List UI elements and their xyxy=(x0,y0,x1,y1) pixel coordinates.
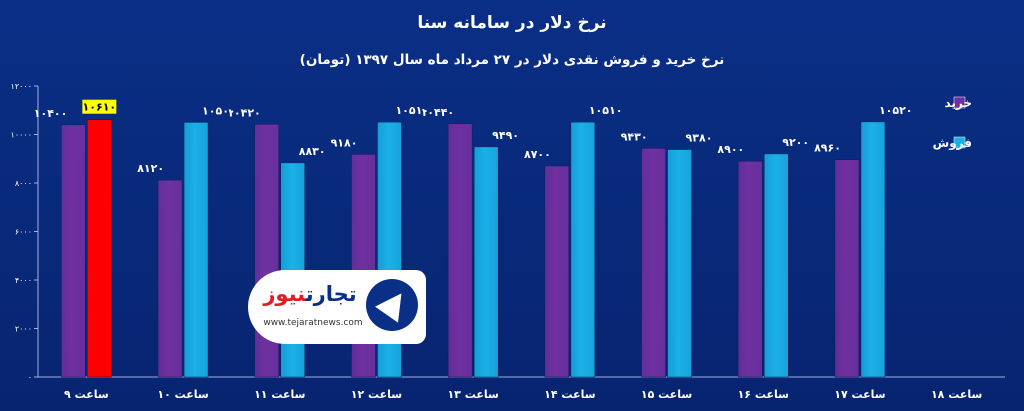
y-tick-label: ۸۰۰۰ xyxy=(15,179,32,188)
legend-swatch xyxy=(953,136,966,149)
watermark-brand-main: تجارت xyxy=(305,282,357,306)
legend-label: فروش xyxy=(933,136,972,151)
bar-buy xyxy=(447,123,473,378)
data-label: ۱۰۴۲۰ xyxy=(227,106,261,119)
y-tick-label: ۶۰۰۰ xyxy=(15,228,32,237)
bar-sell xyxy=(87,119,112,378)
logo-mark-icon xyxy=(366,279,418,331)
data-label: ۱۰۶۱۰ xyxy=(83,101,117,114)
bar-sell xyxy=(764,153,789,378)
bars-group xyxy=(61,119,886,378)
watermark-brand-accent: نیوز xyxy=(263,282,306,306)
x-category-label: ساعت ۱۶ xyxy=(738,388,789,401)
data-label: ۱۰۵۰۰ xyxy=(202,104,236,117)
x-category-label: ساعت ۱۴ xyxy=(544,388,595,401)
y-tick-label: ۴۰۰۰ xyxy=(15,276,32,285)
x-category-label: ساعت ۱۰ xyxy=(157,388,208,401)
bar-buy xyxy=(834,159,860,378)
y-tick-label: ۲۰۰۰ xyxy=(15,325,32,334)
bar-buy xyxy=(61,124,86,378)
bar-sell xyxy=(570,121,596,378)
data-label: ۸۹۰۰ xyxy=(717,143,744,156)
data-label: ۱۰۵۱۰ xyxy=(395,104,429,117)
data-label: ۹۱۸۰ xyxy=(331,136,358,149)
chart-subtitle: نرخ خرید و فروش نقدی دلار در ۲۷ مرداد ما… xyxy=(300,52,725,68)
data-label: ۱۰۴۴۰ xyxy=(421,106,455,119)
data-label: ۸۱۲۰ xyxy=(137,162,164,175)
bar-buy xyxy=(641,148,666,378)
data-label: ۸۹۶۰ xyxy=(814,142,841,155)
data-label: ۸۷۰۰ xyxy=(524,148,551,161)
x-category-label: ساعت ۱۳ xyxy=(447,388,498,401)
x-category-label: ساعت ۱۷ xyxy=(834,388,885,401)
highlight-label-bg xyxy=(82,99,117,114)
x-category-label: ساعت ۱۸ xyxy=(931,388,982,401)
y-tick-label: ۱۲۰۰۰ xyxy=(11,82,32,91)
y-tick-label: ۰ xyxy=(28,373,32,382)
bar-sell xyxy=(860,121,886,378)
category-labels-group: ساعت ۹ ساعت ۱۰ ساعت ۱۱ ساعت ۱۲ ساعت ۱۳ ساعت ۱… xyxy=(64,388,982,401)
data-label: ۹۴۳۰ xyxy=(621,130,648,143)
x-category-label: ساعت ۱۲ xyxy=(351,388,402,401)
bar-sell xyxy=(473,146,499,378)
bar-buy xyxy=(544,165,570,378)
bar-buy xyxy=(738,160,763,378)
chart-title: نرخ دلار در سامانه سنا xyxy=(417,13,606,33)
legend-label: خرید xyxy=(944,96,972,110)
bar-sell xyxy=(183,122,209,378)
x-category-label: ساعت ۱۵ xyxy=(641,388,692,401)
watermark-logo: تجارتنیوز www.tejaratnews.com xyxy=(248,270,426,344)
data-label: ۱۰۵۲۰ xyxy=(879,104,913,117)
data-label: ۱۰۵۱۰ xyxy=(589,104,623,117)
bar-sell xyxy=(667,149,692,378)
x-category-label: ساعت ۹ xyxy=(64,388,109,401)
y-tick-label: ۱۰۰۰۰ xyxy=(11,131,32,140)
data-labels-group: ۱۰۴۰۰ ۱۰۶۱۰۸۱۲۰۱۰۵۰۰۱۰۴۲۰۸۸۳۰۹۱۸۰۱۰۵۱۰۱۰۴… xyxy=(34,99,913,175)
legend: خرید فروش xyxy=(933,96,972,151)
x-category-label: ساعت ۱۱ xyxy=(254,388,305,401)
data-label: ۹۳۸۰ xyxy=(686,132,713,145)
data-label: ۸۸۳۰ xyxy=(299,145,326,158)
watermark-url: www.tejaratnews.com xyxy=(263,318,363,328)
data-label: ۱۰۴۰۰ xyxy=(34,107,68,120)
data-label: ۹۲۰۰ xyxy=(782,136,809,149)
data-label: ۹۴۹۰ xyxy=(492,129,519,142)
bar-buy xyxy=(157,179,183,378)
legend-swatch xyxy=(953,96,966,109)
watermark-brand: تجارتنیوز xyxy=(260,282,360,306)
